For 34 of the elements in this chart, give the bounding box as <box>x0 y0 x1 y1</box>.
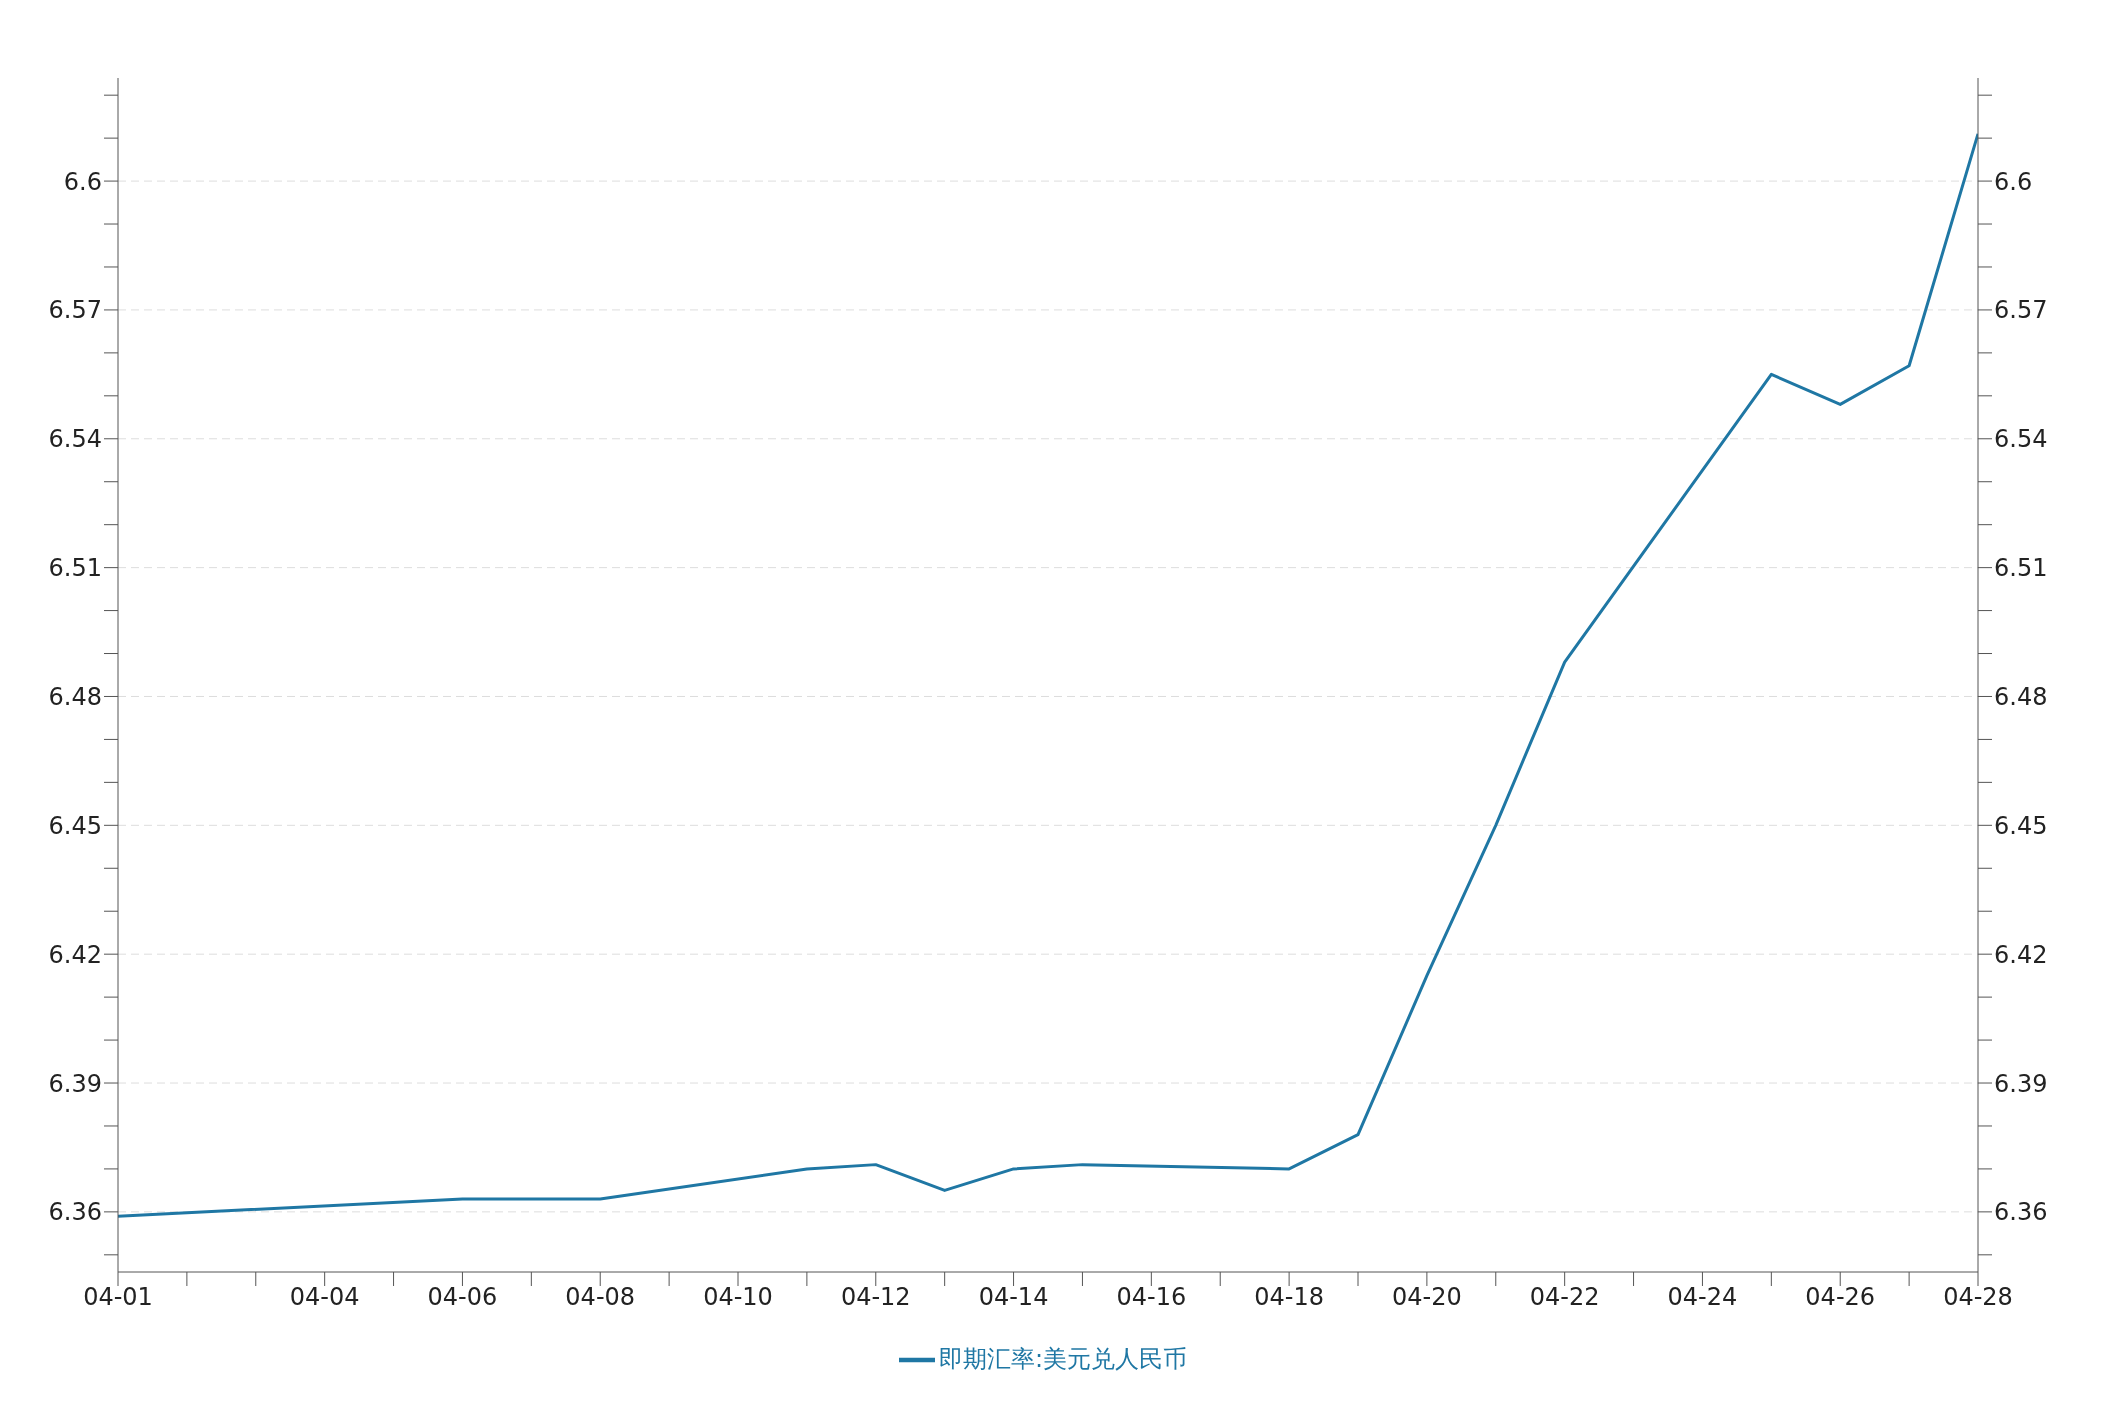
y2-tick-label: 6.51 <box>1994 554 2048 583</box>
x-tick-label: 04-10 <box>703 1283 773 1312</box>
y2-tick-label: 6.42 <box>1994 940 2048 969</box>
x-tick-label: 04-20 <box>1392 1283 1462 1312</box>
y2-tick-label: 6.36 <box>1994 1198 2048 1227</box>
x-tick-label: 04-28 <box>1943 1283 2013 1312</box>
legend-label: 即期汇率:美元兑人民币 <box>938 1345 1188 1373</box>
y-tick-label: 6.57 <box>48 296 102 325</box>
y2-tick-label: 6.39 <box>1994 1069 2048 1098</box>
line-series <box>118 132 1978 1218</box>
y2-tick-label: 6.57 <box>1994 296 2048 325</box>
x-tick-label: 04-22 <box>1529 1283 1600 1312</box>
x-tick-label: 04-12 <box>840 1283 911 1312</box>
y-tick-label: 6.48 <box>48 682 102 711</box>
x-tick-label: 04-08 <box>565 1283 636 1312</box>
x-tick-label: 04-26 <box>1805 1283 1876 1312</box>
x-tick-label: 04-01 <box>83 1283 153 1312</box>
y-tick-label: 6.42 <box>48 940 102 969</box>
x-tick-label: 04-24 <box>1667 1283 1738 1312</box>
y-tick-label: 6.51 <box>48 554 102 583</box>
y2-tick-label: 6.6 <box>1994 167 2033 196</box>
x-tick-label: 04-18 <box>1254 1283 1324 1312</box>
y-tick-label: 6.6 <box>63 167 102 196</box>
y-tick-label: 6.36 <box>48 1198 102 1227</box>
x-tick-label: 04-04 <box>289 1283 360 1312</box>
x-tick-label: 04-16 <box>1116 1283 1187 1312</box>
y2-tick-label: 6.48 <box>1994 682 2048 711</box>
y-tick-label: 6.54 <box>48 425 102 454</box>
x-tick-label: 04-14 <box>978 1283 1049 1312</box>
y-tick-label: 6.45 <box>48 811 102 840</box>
x-tick-label: 04-06 <box>427 1283 498 1312</box>
y-tick-label: 6.39 <box>48 1069 102 1098</box>
y2-tick-label: 6.54 <box>1994 425 2048 454</box>
y2-tick-label: 6.45 <box>1994 811 2048 840</box>
